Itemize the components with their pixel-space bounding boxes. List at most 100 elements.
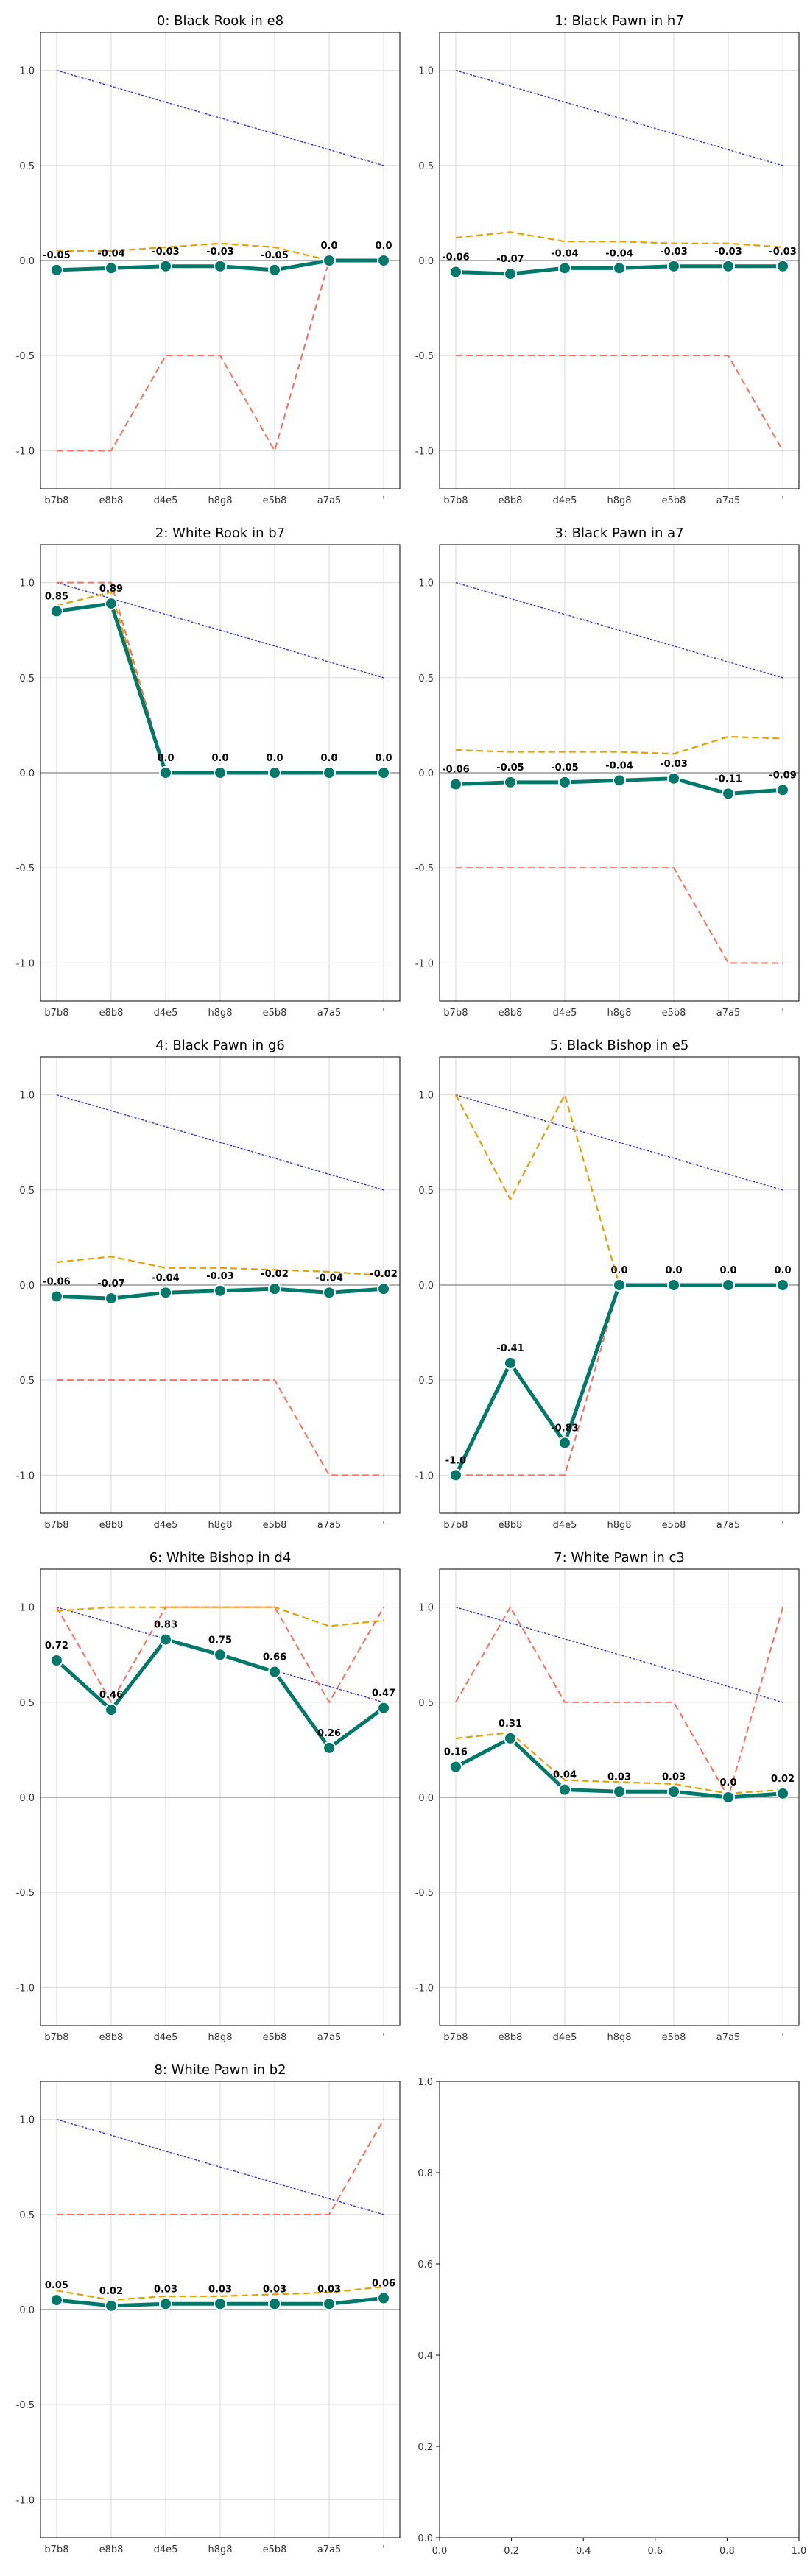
data-label: -0.05: [496, 762, 524, 774]
data-label: 0.0: [211, 753, 228, 764]
data-point: [323, 766, 337, 779]
data-point: [776, 1786, 790, 1800]
y-tick-label: 0.6: [418, 2260, 433, 2271]
y-tick-label: -0.5: [16, 351, 35, 362]
series-line-red: [56, 1379, 384, 1476]
y-tick-label: -0.5: [16, 863, 35, 874]
x-tick-label: ': [382, 2544, 385, 2555]
x-tick-label: h8g8: [208, 1520, 232, 1531]
data-label: 0.03: [662, 1772, 686, 1783]
axes-frame: [439, 32, 800, 489]
data-point: [268, 1665, 282, 1679]
data-point: [268, 1282, 282, 1296]
data-label: -0.03: [660, 247, 687, 258]
data-label: -1.0: [446, 1455, 466, 1466]
data-label: 0.89: [99, 584, 123, 595]
x-tick-label: h8g8: [208, 1008, 232, 1019]
x-tick-label: b7b8: [443, 495, 468, 506]
data-label: 0.06: [372, 2279, 395, 2290]
x-tick-label: h8g8: [607, 2032, 631, 2043]
data-point: [557, 261, 571, 275]
data-label: 0.04: [553, 1770, 577, 1781]
data-label: 0.85: [45, 591, 68, 602]
x-tick-label: b7b8: [44, 1520, 68, 1531]
x-tick-label: b7b8: [44, 1008, 68, 1019]
x-tick-label: d4e5: [553, 2032, 577, 2043]
axes-frame: [439, 2081, 800, 2538]
data-point: [503, 1731, 517, 1745]
data-label: 0.0: [376, 241, 392, 252]
x-tick-label: b7b8: [44, 2032, 68, 2043]
subplot-6: 0.72 0.46 0.83 0.75 0.66 0.26 0.47 1.0 0.5 0.0 -0.…: [16, 1550, 401, 2043]
subplot-8: 0.05 0.02 0.03 0.03 0.03 0.03 0.06 1.0 0.5 0.0 -0.…: [16, 2062, 401, 2555]
y-tick-label: -1.0: [16, 2495, 35, 2506]
subplot-title: 6: White Bishop in d4: [149, 1550, 292, 1565]
data-point: [104, 1292, 118, 1306]
data-label: 0.02: [99, 2286, 123, 2297]
y-tick-label: 0.5: [418, 673, 434, 684]
data-point: [268, 766, 282, 779]
data-label: 0.0: [720, 1777, 737, 1788]
y-tick-label: 0.0: [418, 2533, 433, 2544]
axes-frame: [40, 2081, 401, 2538]
y-tick-label: 0.5: [19, 673, 35, 684]
y-tick-label: 1.0: [418, 1603, 434, 1614]
y-tick-label: 0.0: [19, 2305, 35, 2316]
x-tick-label: h8g8: [208, 2544, 232, 2555]
data-label: 0.02: [771, 1774, 795, 1785]
series-line-orange: [455, 735, 783, 755]
data-point: [104, 2299, 118, 2313]
x-tick-label: 0.8: [719, 2546, 735, 2557]
x-tick-label: d4e5: [553, 495, 577, 506]
series-line-red: [455, 355, 783, 451]
data-point: [268, 2297, 282, 2311]
data-point: [776, 1278, 790, 1292]
x-tick-label: a7a5: [317, 1008, 341, 1019]
axes-frame: [40, 32, 401, 489]
data-point: [377, 1282, 391, 1296]
data-point: [49, 1654, 63, 1667]
data-label: -0.03: [769, 247, 796, 258]
y-tick-label: -0.5: [415, 1888, 434, 1899]
data-label: -0.03: [714, 247, 742, 258]
data-point: [377, 2291, 391, 2305]
x-tick-label: d4e5: [553, 1520, 577, 1531]
axes-frame: [40, 1568, 401, 2026]
x-tick-label: ': [382, 1008, 385, 1019]
data-point: [158, 1632, 172, 1646]
axes-frame: [439, 1056, 800, 1514]
x-tick-label: d4e5: [553, 1008, 577, 1019]
data-label: -0.05: [43, 250, 70, 261]
data-point: [158, 1286, 172, 1300]
data-label: -0.06: [43, 1277, 70, 1288]
series-line-orange: [455, 231, 783, 249]
series-line-blue: [56, 70, 384, 166]
data-point: [214, 766, 227, 779]
y-tick-label: -1.0: [415, 446, 434, 457]
data-point: [776, 259, 790, 273]
data-point: [667, 771, 681, 785]
data-point: [557, 1436, 571, 1450]
data-label: -0.05: [261, 250, 288, 261]
y-tick-label: 1.0: [19, 1603, 35, 1614]
data-label: 0.83: [154, 1620, 177, 1631]
data-point: [214, 1648, 227, 1662]
y-tick-label: 0.5: [19, 161, 35, 172]
axes-frame: [40, 1056, 401, 1514]
subplot-4: -0.06 -0.07 -0.04 -0.03 -0.02 -0.04 -0.02 1.0 0.…: [16, 1038, 401, 1531]
y-tick-label: -0.5: [16, 2400, 35, 2411]
y-tick-label: -0.5: [415, 351, 434, 362]
data-label: -0.03: [152, 247, 179, 258]
data-label: -0.04: [551, 248, 578, 259]
axes-frame: [40, 544, 401, 1002]
x-tick-label: e5b8: [662, 1008, 686, 1019]
data-label: 0.47: [372, 1688, 395, 1699]
subplot-9: 0.0 0.2 0.4 0.6 0.8 1.0 0.0 0.2 0.4 0.6 0.8 1.0: [418, 2077, 806, 2557]
x-tick-label: 0.6: [647, 2546, 663, 2557]
x-tick-label: d4e5: [154, 1008, 178, 1019]
y-tick-label: 0.2: [418, 2442, 433, 2453]
subplot-title: 8: White Pawn in b2: [154, 2062, 286, 2078]
data-label: -0.02: [370, 1269, 397, 1280]
y-tick-label: 1.0: [19, 1091, 35, 1102]
data-label: 0.03: [317, 2284, 341, 2295]
